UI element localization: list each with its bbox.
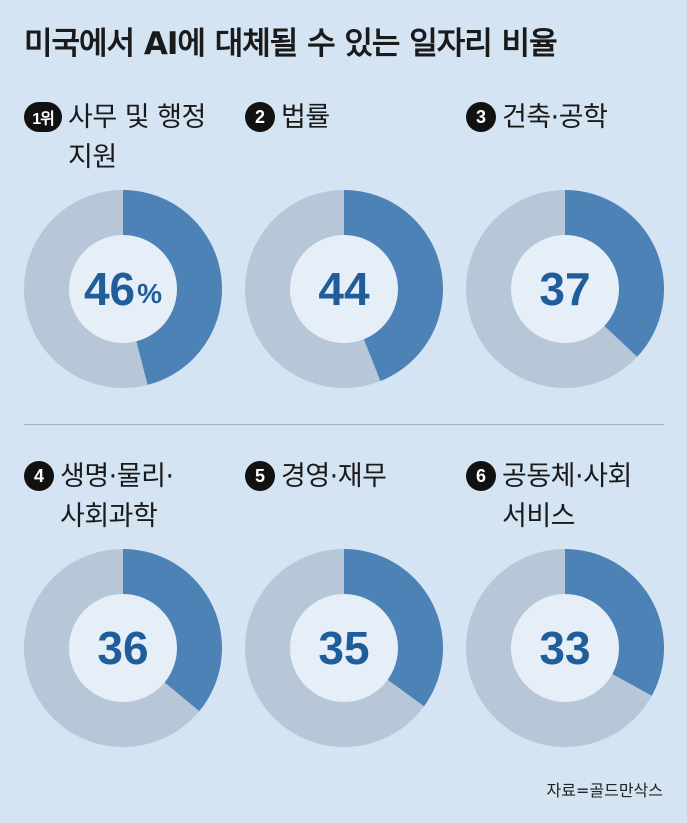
value-number: 37: [539, 263, 591, 315]
donut-svg: [24, 549, 222, 747]
category-name: 생명·물리·사회과학: [60, 461, 174, 532]
rank-badge: 1위: [24, 102, 62, 132]
value-label: 46%: [24, 190, 222, 388]
category-label: 3 건축·공학: [466, 98, 608, 138]
category-label: 2 법률: [245, 98, 330, 138]
donut-center: [511, 594, 619, 702]
category-name: 법률: [281, 102, 330, 133]
rank-badge: 6: [466, 461, 496, 491]
donut-chart: 44: [245, 190, 443, 388]
value-number: 36: [97, 622, 149, 674]
value-number: 33: [539, 622, 591, 674]
rank-badge: 3: [466, 102, 496, 132]
percent-unit: %: [137, 278, 163, 309]
category-name: 경영·재무: [281, 461, 387, 492]
donut-chart: 35: [245, 549, 443, 747]
category-label: 5 경영·재무: [245, 457, 387, 497]
chart-title: 미국에서 AI에 대체될 수 있는 일자리 비율: [24, 26, 558, 62]
donut-chart: 33: [466, 549, 664, 747]
donut-chart: 36: [24, 549, 222, 747]
category-label: 6 공동체·사회 서비스: [466, 457, 672, 537]
category-name: 사무 및 행정 지원: [68, 102, 206, 173]
value-label: 37: [466, 190, 664, 388]
value-number: 46: [83, 263, 136, 315]
row-divider: [24, 424, 664, 425]
donut-center: [290, 594, 398, 702]
donut-svg: [466, 190, 664, 388]
category-label: 1위 사무 및 행정 지원: [24, 98, 234, 178]
rank-badge: 5: [245, 461, 275, 491]
category-name: 건축·공학: [502, 102, 608, 133]
donut-svg: [245, 549, 443, 747]
rank-badge: 4: [24, 461, 54, 491]
value-number: 44: [318, 263, 370, 315]
rank-badge: 2: [245, 102, 275, 132]
donut-svg: [466, 549, 664, 747]
value-label: 44: [245, 190, 443, 388]
value-label: 36: [24, 549, 222, 747]
value-label: 35: [245, 549, 443, 747]
donut-center: [69, 235, 177, 343]
source-note: 자료=골드만삭스: [546, 781, 663, 800]
donut-svg: [24, 190, 222, 388]
donut-center: [69, 594, 177, 702]
donut-center: [290, 235, 398, 343]
donut-chart: 37: [466, 190, 664, 388]
value-label: 33: [466, 549, 664, 747]
value-number: 35: [318, 622, 370, 674]
donut-svg: [245, 190, 443, 388]
donut-center: [511, 235, 619, 343]
donut-chart: 46%: [24, 190, 222, 388]
category-name: 공동체·사회 서비스: [502, 461, 632, 532]
category-label: 4 생명·물리·사회과학: [24, 457, 230, 537]
